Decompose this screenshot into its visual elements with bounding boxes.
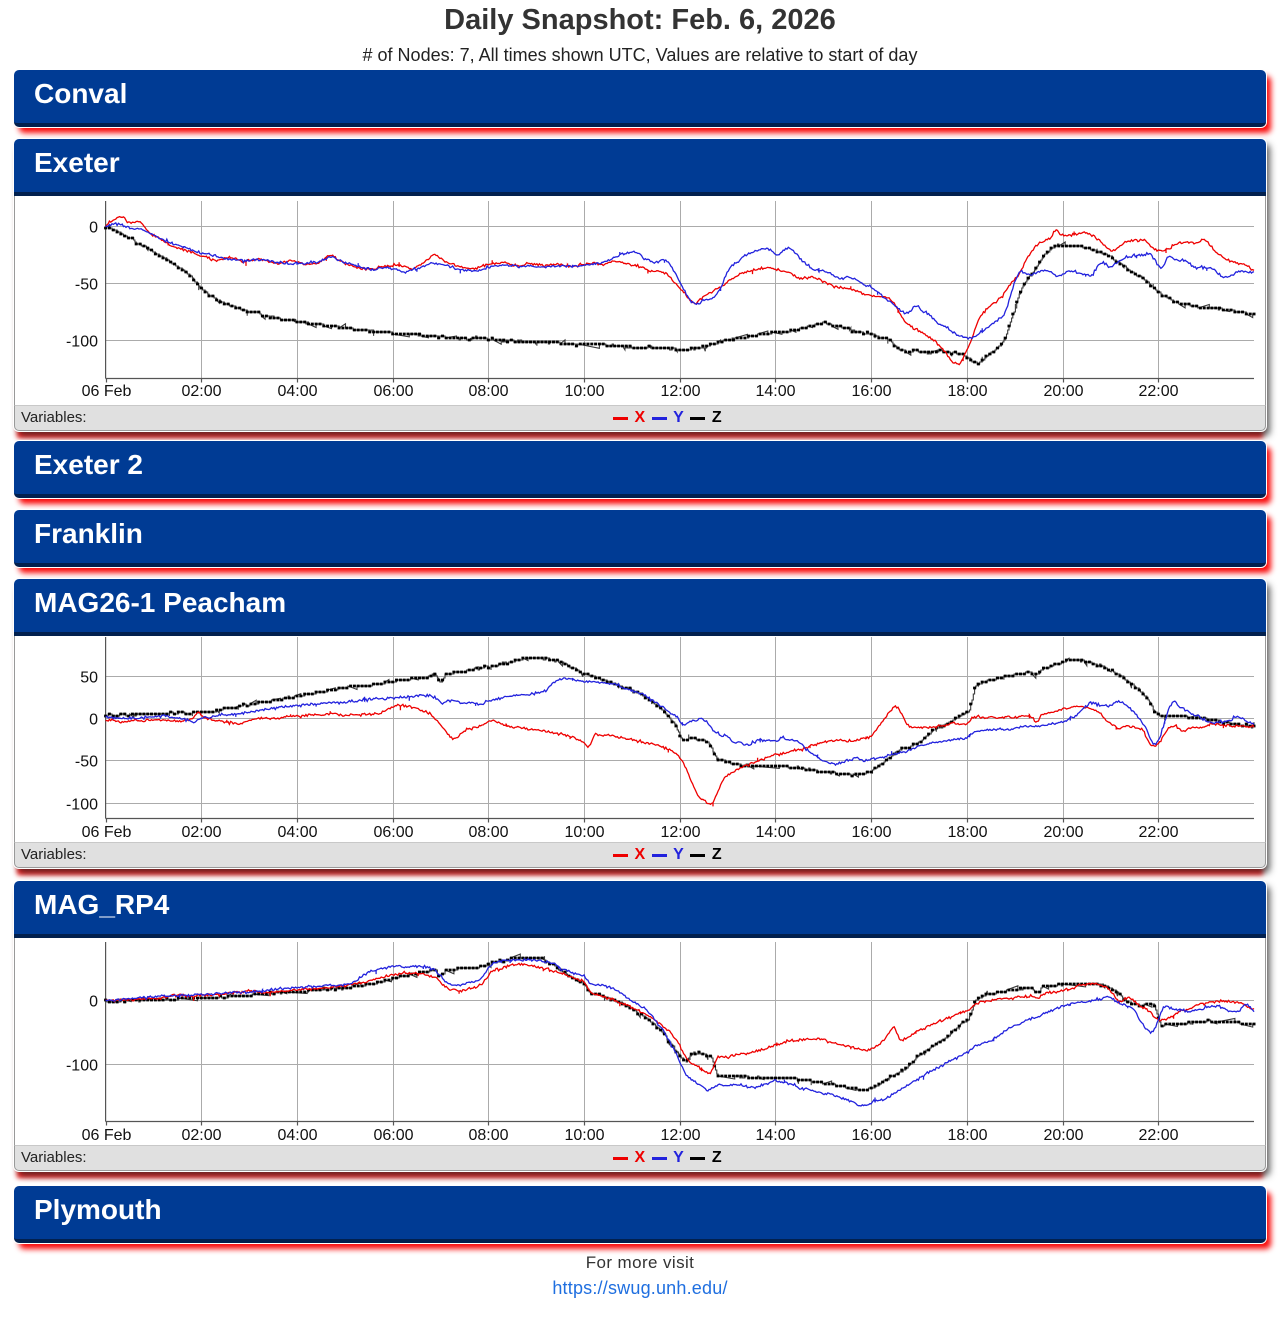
svg-text:-50: -50 [75, 277, 98, 294]
svg-text:16:00: 16:00 [851, 1127, 891, 1144]
svg-text:04:00: 04:00 [277, 383, 317, 400]
svg-text:06 Feb: 06 Feb [82, 824, 132, 841]
svg-text:06:00: 06:00 [373, 383, 413, 400]
svg-text:16:00: 16:00 [851, 383, 891, 400]
svg-text:12:00: 12:00 [660, 824, 700, 841]
svg-text:14:00: 14:00 [755, 383, 795, 400]
svg-text:20:00: 20:00 [1043, 383, 1083, 400]
svg-text:20:00: 20:00 [1043, 1127, 1083, 1144]
svg-text:50: 50 [80, 670, 98, 687]
svg-text:22:00: 22:00 [1138, 1127, 1178, 1144]
svg-text:0: 0 [89, 220, 98, 237]
svg-text:12:00: 12:00 [660, 383, 700, 400]
svg-text:-100: -100 [66, 1058, 98, 1075]
svg-text:0: 0 [89, 712, 98, 729]
svg-text:20:00: 20:00 [1043, 824, 1083, 841]
svg-text:06:00: 06:00 [373, 1127, 413, 1144]
svg-text:18:00: 18:00 [947, 1127, 987, 1144]
svg-text:02:00: 02:00 [181, 824, 221, 841]
svg-text:10:00: 10:00 [564, 1127, 604, 1144]
svg-text:08:00: 08:00 [468, 824, 508, 841]
svg-text:16:00: 16:00 [851, 824, 891, 841]
svg-text:14:00: 14:00 [755, 1127, 795, 1144]
svg-text:06 Feb: 06 Feb [82, 383, 132, 400]
svg-text:06:00: 06:00 [373, 824, 413, 841]
svg-text:18:00: 18:00 [947, 824, 987, 841]
svg-text:14:00: 14:00 [755, 824, 795, 841]
svg-text:-50: -50 [75, 754, 98, 771]
svg-text:02:00: 02:00 [181, 383, 221, 400]
svg-text:10:00: 10:00 [564, 824, 604, 841]
svg-text:22:00: 22:00 [1138, 824, 1178, 841]
svg-text:08:00: 08:00 [468, 1127, 508, 1144]
svg-text:02:00: 02:00 [181, 1127, 221, 1144]
svg-text:18:00: 18:00 [947, 383, 987, 400]
svg-text:10:00: 10:00 [564, 383, 604, 400]
svg-text:04:00: 04:00 [277, 824, 317, 841]
svg-text:12:00: 12:00 [660, 1127, 700, 1144]
svg-text:0: 0 [89, 994, 98, 1011]
svg-text:-100: -100 [66, 797, 98, 814]
svg-text:04:00: 04:00 [277, 1127, 317, 1144]
svg-text:08:00: 08:00 [468, 383, 508, 400]
svg-text:22:00: 22:00 [1138, 383, 1178, 400]
svg-text:06 Feb: 06 Feb [82, 1127, 132, 1144]
svg-text:-100: -100 [66, 334, 98, 351]
